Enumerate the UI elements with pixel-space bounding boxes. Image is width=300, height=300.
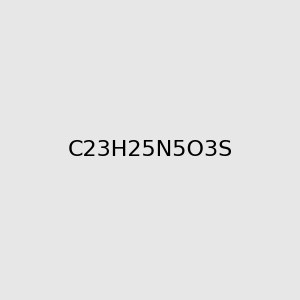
- Text: C23H25N5O3S: C23H25N5O3S: [68, 140, 232, 160]
